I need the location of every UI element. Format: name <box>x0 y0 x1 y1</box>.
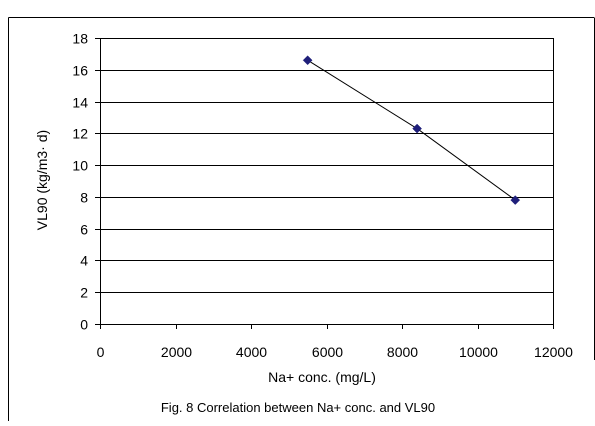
y-axis-label: VL90 (kg/m3· d) <box>34 130 50 230</box>
y-tick-label: 18 <box>72 31 88 47</box>
plot-area <box>100 38 554 325</box>
y-tick-label: 0 <box>80 317 88 333</box>
x-tick-label: 4000 <box>236 344 267 360</box>
y-tick-label: 16 <box>72 63 88 79</box>
data-point-3 <box>510 195 521 205</box>
y-tick-label: 8 <box>80 190 88 206</box>
x-tick-label: 6000 <box>312 344 343 360</box>
y-tick-label: 2 <box>80 285 88 301</box>
data-point-2 <box>412 123 422 134</box>
x-tick-label: 12000 <box>534 344 573 360</box>
x-axis-label: Na+ conc. (mg/L) <box>268 369 376 385</box>
y-tick-label: 14 <box>72 95 88 111</box>
series-line <box>307 59 516 201</box>
y-tick-label: 4 <box>80 253 88 269</box>
y-tick-label: 12 <box>72 126 88 142</box>
x-tick-label: 2000 <box>161 344 192 360</box>
x-tick-label: 0 <box>97 344 105 360</box>
x-tick-label: 8000 <box>387 344 418 360</box>
y-tick-label: 6 <box>80 222 88 238</box>
data-point-1 <box>302 55 313 66</box>
y-tick-label: 10 <box>72 158 88 174</box>
data-series <box>302 55 521 205</box>
x-axis-ticks: 0 2000 4000 6000 8000 10000 12000 <box>97 324 573 360</box>
x-tick-label: 10000 <box>459 344 498 360</box>
gridlines <box>100 70 553 293</box>
figure-caption: Fig. 8 Correlation between Na+ conc. and… <box>161 400 435 415</box>
y-axis-ticks: 0 2 4 6 8 10 12 14 16 18 <box>72 31 100 333</box>
